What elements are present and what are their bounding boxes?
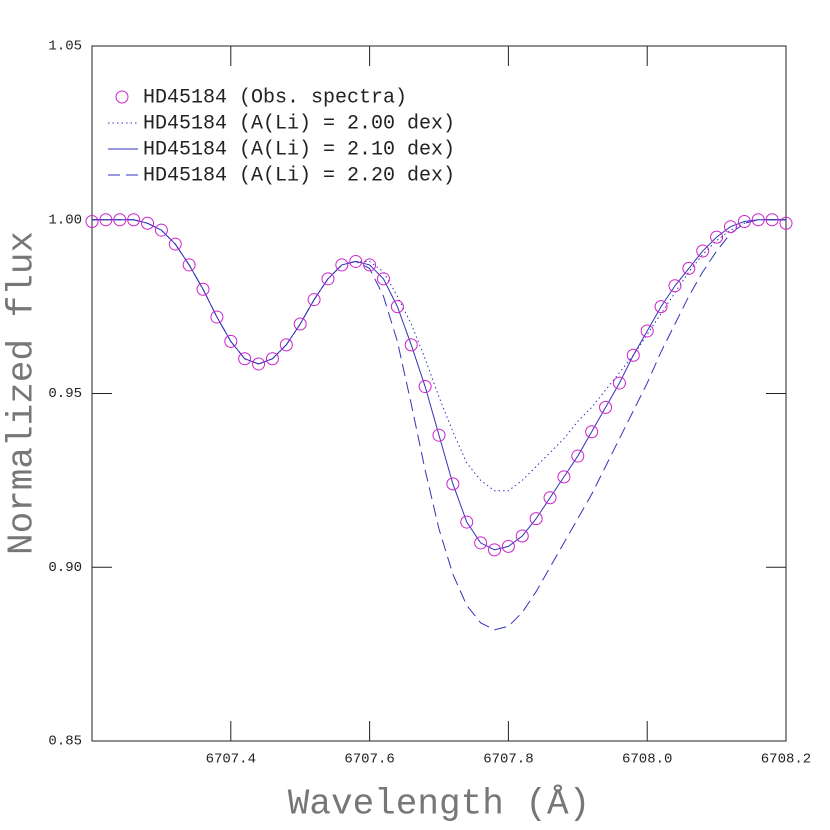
y-tick-label: 0.90 (48, 560, 82, 576)
obs-point (585, 425, 599, 439)
x-tick-label: 6707.4 (206, 752, 256, 768)
obs-point (335, 258, 349, 272)
obs-point (196, 282, 210, 296)
obs-point (599, 400, 613, 414)
obs-point (723, 220, 737, 234)
obs-point (460, 515, 474, 529)
obs-point (363, 258, 377, 272)
obs-point (432, 428, 446, 442)
obs-point (779, 216, 793, 230)
obs-point (141, 216, 155, 230)
y-tick-label: 1.05 (48, 39, 82, 55)
obs-point (765, 213, 779, 227)
legend-marker (115, 90, 129, 104)
obs-point (626, 348, 640, 362)
obs-point (293, 317, 307, 331)
obs-point (515, 529, 529, 543)
legend-label: HD45184 (A(Li) = 2.10 dex) (143, 138, 455, 161)
obs-point (168, 237, 182, 251)
obs-point (182, 258, 196, 272)
legend-label: HD45184 (Obs. spectra) (143, 86, 407, 109)
obs-point (612, 376, 626, 390)
x-tick-label: 6707.6 (344, 752, 394, 768)
obs-point (696, 244, 710, 258)
obs-point (238, 352, 252, 366)
obs-point (376, 272, 390, 286)
x-tick-label: 6708.2 (761, 752, 811, 768)
obs-point (529, 512, 543, 526)
obs-point (543, 491, 557, 505)
obs-point (557, 470, 571, 484)
obs-point (418, 380, 432, 394)
obs-point (85, 214, 99, 228)
obs-point (501, 539, 515, 553)
obs-point (210, 310, 224, 324)
obs-point (710, 230, 724, 244)
obs-point (99, 213, 113, 227)
obs-point (307, 293, 321, 307)
obs-point (640, 324, 654, 338)
x-axis-label: Wavelength (Å) (288, 784, 590, 825)
obs-point (127, 213, 141, 227)
obs-point (265, 352, 279, 366)
obs-point (654, 300, 668, 314)
obs-point (488, 543, 502, 557)
obs-point (474, 536, 488, 550)
obs-point (154, 223, 168, 237)
y-tick-label: 0.85 (48, 734, 82, 750)
y-tick-label: 1.00 (48, 212, 82, 228)
y-tick-label: 0.95 (48, 386, 82, 402)
obs-point (252, 357, 266, 371)
obs-point (682, 261, 696, 275)
legend-label: HD45184 (A(Li) = 2.00 dex) (143, 112, 455, 135)
obs-point (571, 449, 585, 463)
model-line (92, 219, 786, 492)
obs-point (668, 279, 682, 293)
obs-point (390, 300, 404, 314)
obs-point (321, 272, 335, 286)
obs-point (737, 214, 751, 228)
model-line (92, 219, 786, 551)
obs-point (404, 338, 418, 352)
x-tick-label: 6708.0 (622, 752, 672, 768)
y-axis-label: Normalized flux (2, 231, 43, 555)
x-tick-label: 6707.8 (483, 752, 533, 768)
legend-label: HD45184 (A(Li) = 2.20 dex) (143, 164, 455, 187)
obs-point (224, 334, 238, 348)
obs-point (279, 338, 293, 352)
obs-point (349, 254, 363, 268)
obs-point (751, 213, 765, 227)
obs-point (446, 477, 460, 491)
model-line (92, 219, 786, 631)
obs-point (113, 213, 127, 227)
